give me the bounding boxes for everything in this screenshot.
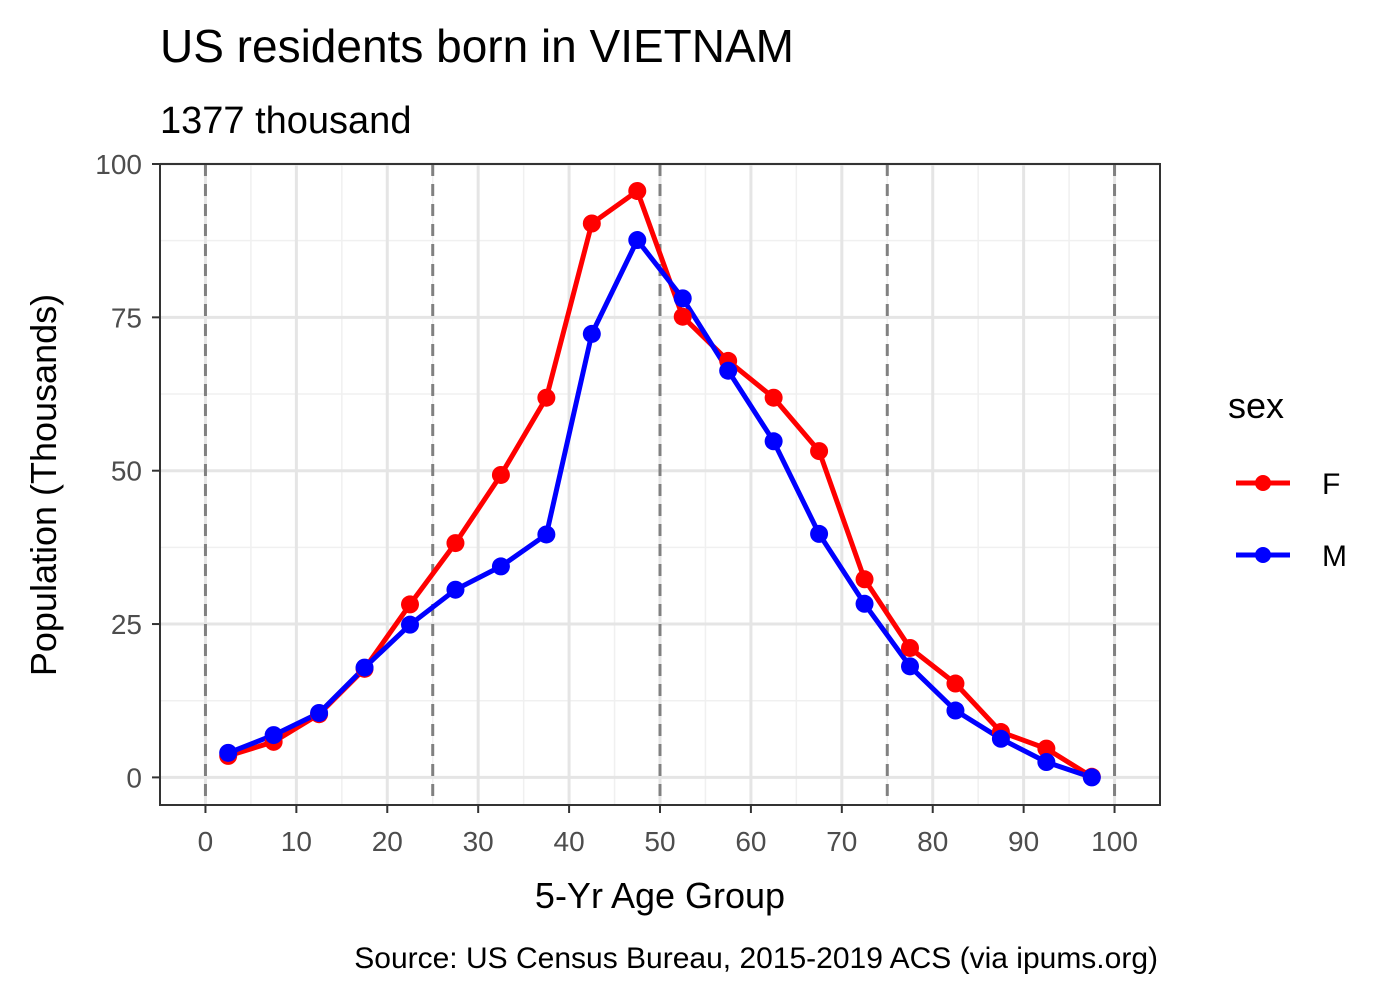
chart-caption: Source: US Census Bureau, 2015-2019 ACS …	[354, 942, 1158, 975]
data-point-m	[764, 432, 783, 451]
x-tick-label: 20	[372, 826, 403, 857]
x-tick-label: 10	[281, 826, 312, 857]
x-tick-label: 50	[644, 826, 675, 857]
x-axis-title: 5-Yr Age Group	[535, 875, 785, 916]
data-point-f	[582, 214, 601, 233]
data-point-f	[764, 388, 783, 407]
x-tick-label: 0	[198, 826, 214, 857]
data-point-f	[673, 307, 692, 326]
data-point-m	[946, 701, 965, 720]
data-point-m	[673, 289, 692, 308]
legend-title: sex	[1228, 385, 1284, 426]
data-point-f	[446, 534, 465, 553]
data-point-m	[628, 231, 647, 250]
x-tick-label: 70	[826, 826, 857, 857]
data-point-m	[991, 729, 1010, 748]
y-axis-title: Population (Thousands)	[23, 294, 64, 676]
legend-label-m: M	[1322, 540, 1347, 573]
chart-title: US residents born in VIETNAM	[160, 20, 794, 72]
data-point-m	[855, 594, 874, 613]
data-point-f	[1037, 739, 1056, 758]
data-point-m	[582, 324, 601, 343]
data-point-f	[901, 638, 919, 657]
x-tick-label: 90	[1008, 826, 1039, 857]
data-point-f	[855, 570, 874, 589]
y-tick-label: 25	[111, 609, 142, 640]
legend: sex F M	[1228, 385, 1347, 573]
x-tick-label: 100	[1091, 826, 1138, 857]
data-point-f	[401, 595, 419, 614]
y-tick-label: 100	[95, 149, 142, 180]
data-point-m	[719, 361, 738, 380]
data-point-f	[946, 674, 965, 693]
data-point-m	[355, 658, 374, 677]
data-point-m	[401, 615, 419, 634]
x-tick-label: 80	[917, 826, 948, 857]
data-point-f	[810, 442, 829, 461]
data-point-f	[537, 388, 556, 407]
y-tick-label: 0	[126, 762, 142, 793]
series-line-m	[227, 237, 1093, 780]
y-tick-label: 50	[111, 456, 142, 487]
data-point-m	[264, 726, 283, 745]
data-point-m	[901, 657, 919, 676]
data-point-f	[491, 465, 510, 484]
x-tick-label: 60	[735, 826, 766, 857]
legend-key-point-f	[1255, 475, 1271, 491]
chart-subtitle: 1377 thousand	[160, 100, 411, 142]
data-point-m	[491, 557, 510, 576]
y-tick-label: 75	[111, 302, 142, 333]
data-point-m	[1082, 768, 1101, 787]
legend-label-f: F	[1322, 468, 1340, 501]
data-point-m	[446, 580, 465, 599]
data-point-m	[537, 525, 556, 544]
plot-panel: 0 10 20 30 40 50 60 70 80 90 100 0 25 50 75 100	[95, 149, 1161, 857]
x-tick-label: 30	[463, 826, 494, 857]
legend-key-point-m	[1255, 547, 1271, 563]
data-point-m	[1037, 753, 1056, 772]
data-point-m	[810, 524, 829, 543]
data-point-m	[219, 743, 238, 762]
data-point-m	[310, 703, 329, 722]
x-tick-label: 40	[554, 826, 585, 857]
data-point-f	[628, 181, 647, 200]
